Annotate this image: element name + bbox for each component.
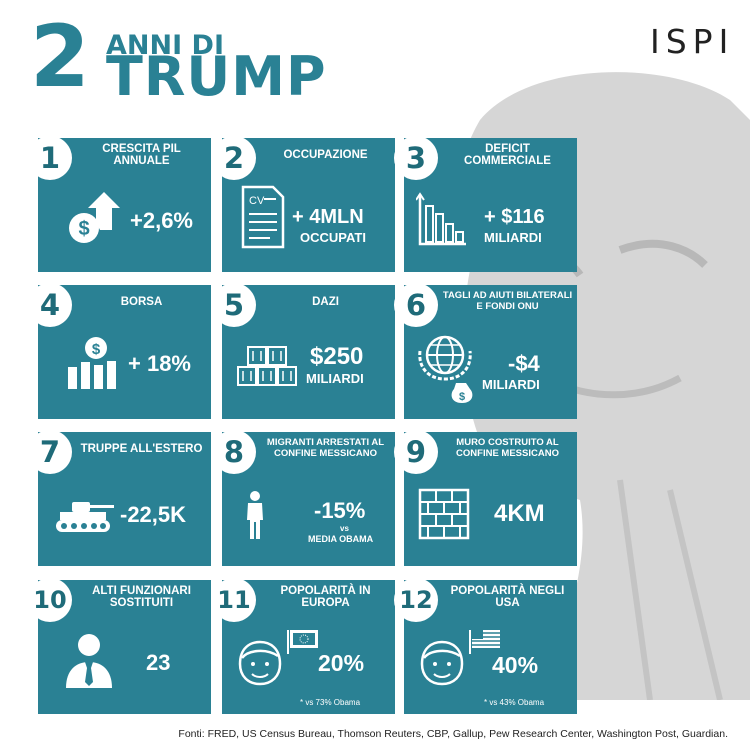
- card-label: Borsa: [120, 295, 163, 308]
- official-icon: [66, 634, 112, 688]
- card-number: 10: [28, 578, 72, 622]
- card-value: +2,6%: [130, 208, 193, 233]
- card-trade-deficit: 3 Deficit commerciale + $116 MILIARDI: [394, 136, 577, 272]
- card-value: + 4MLN: [292, 206, 364, 228]
- card-value: $250: [310, 343, 364, 370]
- card-label: Dazi: [312, 295, 339, 308]
- card-number: 2: [212, 136, 256, 180]
- card-number: 11: [212, 578, 256, 622]
- card-label: Popolarità in Europa: [280, 584, 371, 609]
- card-employment: 2 Occupazione CV + 4MLN OCCUPATI: [212, 136, 395, 272]
- card-value: -22,5K: [120, 502, 187, 527]
- card-note: * vs 43% Obama: [484, 698, 545, 707]
- card-body: [222, 318, 395, 419]
- card-label: Truppe all'estero: [80, 442, 203, 455]
- brick-wall-icon: [418, 488, 470, 540]
- card-number: 12: [394, 578, 438, 622]
- card-sub: MILIARDI: [482, 377, 540, 392]
- cv-document-icon: CV: [241, 185, 285, 249]
- card-sub: MILIARDI: [306, 371, 364, 386]
- card-value: 23: [146, 650, 171, 675]
- card-body: [38, 171, 211, 272]
- card-tariffs: 5 Dazi $250 MILIARDI: [212, 283, 395, 419]
- face-us-flag-icon: [420, 630, 500, 686]
- title-number: 2: [30, 7, 90, 107]
- bar-chart-icon: [416, 192, 466, 246]
- containers-icon: [237, 346, 297, 386]
- card-value: 4KM: [494, 500, 545, 527]
- sources-footnote: Fonti: FRED, US Census Bureau, Thomson R…: [178, 728, 728, 740]
- card-label: Migranti arrestati al confine messicano: [266, 437, 385, 459]
- card-body: [38, 318, 211, 419]
- card-sub: OCCUPATI: [300, 230, 366, 245]
- card-number: 5: [212, 283, 256, 327]
- card-sub: MILIARDI: [484, 230, 542, 245]
- svg-text:$: $: [459, 391, 465, 403]
- card-aid-cuts: 6 Tagli ad aiuti bilaterali e fondi ONU …: [394, 283, 577, 419]
- card-number: 4: [28, 283, 72, 327]
- card-number: 8: [212, 430, 256, 474]
- money-growth-icon: $: [69, 192, 120, 243]
- card-value: + 18%: [128, 351, 191, 376]
- card-value: -15%: [314, 498, 366, 523]
- tank-icon: [56, 502, 114, 532]
- card-sub: MEDIA OBAMA: [308, 534, 374, 544]
- card-value: + $116: [484, 206, 545, 228]
- card-border-wall: 9 Muro costruito al confine messicano 4K…: [394, 430, 577, 566]
- card-number: 1: [28, 136, 72, 180]
- face-eu-flag-icon: [238, 630, 318, 686]
- card-label: Popolarità negli USA: [450, 584, 565, 609]
- card-migrants-arrested: 8 Migranti arrestati al confine messican…: [212, 430, 395, 566]
- title-line1: ANNI DI: [106, 30, 224, 61]
- globe-aid-icon: $: [418, 335, 473, 403]
- card-stock-market: 4 Borsa $ + 18%: [28, 283, 211, 419]
- title-line2: TRUMP: [106, 45, 327, 108]
- brand-logo: ISPI: [650, 22, 735, 61]
- svg-text:$: $: [92, 341, 101, 358]
- person-icon: [247, 491, 263, 539]
- card-number: 7: [28, 430, 72, 474]
- card-body: [38, 613, 211, 714]
- card-value: 40%: [492, 652, 539, 678]
- cv-icon-text: CV: [249, 195, 265, 207]
- card-number: 3: [394, 136, 438, 180]
- card-body: [404, 613, 577, 714]
- card-popularity-europe: 11 Popolarità in Europa 20% * vs 73% Oba…: [212, 578, 395, 714]
- card-value: -$4: [508, 351, 540, 376]
- card-value: 20%: [318, 650, 365, 676]
- svg-text:$: $: [78, 218, 89, 240]
- card-label: Tagli ad aiuti bilaterali e fondi ONU: [442, 290, 573, 312]
- card-label: Deficit commerciale: [464, 142, 551, 167]
- card-sub-vs: vs: [340, 524, 349, 533]
- card-note: * vs 73% Obama: [300, 698, 361, 707]
- card-officials-replaced: 10 Alti funzionari sostituiti 23: [28, 578, 211, 714]
- stock-coins-icon: $: [68, 337, 116, 389]
- card-gdp-growth: 1 Crescita PIL annuale $ +2,6%: [28, 136, 211, 272]
- card-label: Alti funzionari sostituiti: [92, 584, 191, 609]
- card-number: 6: [394, 283, 438, 327]
- card-body: [404, 465, 577, 566]
- card-label: Crescita PIL annuale: [102, 142, 181, 167]
- card-label: Muro costruito al confine messicano: [456, 437, 559, 459]
- card-number: 9: [394, 430, 438, 474]
- card-popularity-usa: 12 Popolarità negli USA 40% * vs 43% Oba…: [394, 578, 577, 714]
- card-label: Occupazione: [283, 148, 368, 161]
- card-troops-abroad: 7 Truppe all'estero -22,5K: [28, 430, 211, 566]
- card-body: [222, 613, 395, 714]
